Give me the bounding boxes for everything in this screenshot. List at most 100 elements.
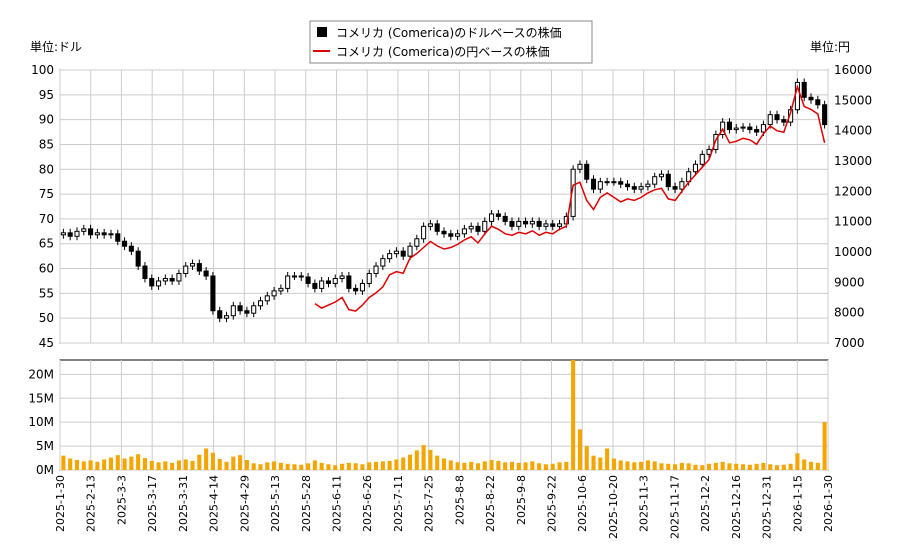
candle-body bbox=[672, 186, 678, 190]
x-tick-label: 2026-1-30 bbox=[822, 475, 835, 532]
left-tick-label: 65 bbox=[39, 237, 54, 251]
candle-body bbox=[407, 245, 413, 257]
volume-bar bbox=[278, 462, 283, 470]
volume-bar bbox=[183, 459, 188, 470]
candle-body bbox=[169, 277, 175, 282]
volume-bar bbox=[299, 464, 304, 470]
right-tick-label: 11000 bbox=[834, 215, 872, 229]
x-tick-label: 2025-4-14 bbox=[208, 475, 221, 532]
volume-bar bbox=[788, 463, 793, 470]
volume-bar bbox=[190, 460, 195, 470]
volume-bar bbox=[238, 455, 243, 470]
candle-body bbox=[353, 287, 359, 292]
volume-bar bbox=[81, 461, 86, 470]
candle-body bbox=[543, 223, 549, 227]
x-tick-label: 2025-9-8 bbox=[515, 475, 528, 525]
candle-body bbox=[652, 176, 658, 185]
volume-bar bbox=[142, 458, 147, 470]
volume-bar bbox=[564, 461, 569, 470]
candle-body bbox=[94, 232, 100, 236]
candle-body bbox=[509, 220, 515, 227]
candle-body bbox=[679, 181, 685, 190]
volume-bar bbox=[611, 458, 616, 470]
candle-body bbox=[550, 223, 556, 227]
candle-body bbox=[60, 232, 66, 236]
price-left-axis: 100 95 90 85 80 75 70 65 60 55 50 45 bbox=[31, 63, 54, 350]
volume-bar bbox=[713, 462, 718, 470]
volume-bar bbox=[754, 463, 759, 470]
candle-body bbox=[156, 280, 162, 287]
legend-usd-marker bbox=[317, 27, 327, 37]
candle-body bbox=[665, 173, 671, 188]
x-tick-label: 2025-8-8 bbox=[453, 475, 466, 525]
volume-bar bbox=[598, 457, 603, 470]
volume-bar bbox=[251, 463, 256, 470]
volume-bar bbox=[163, 461, 168, 470]
candle-body bbox=[108, 233, 114, 236]
right-tick-label: 12000 bbox=[834, 184, 872, 198]
volume-bar bbox=[319, 462, 324, 470]
volume-bar bbox=[489, 459, 494, 470]
candle-body bbox=[699, 153, 705, 165]
x-tick-label: 2025-6-11 bbox=[330, 475, 343, 532]
candle-body bbox=[176, 273, 182, 282]
volume-bar bbox=[679, 462, 684, 470]
left-tick-label: 60 bbox=[39, 262, 54, 276]
volume-bar bbox=[645, 460, 650, 470]
volume-grid bbox=[59, 360, 829, 471]
volume-bars bbox=[61, 360, 827, 470]
volume-bar bbox=[700, 465, 705, 470]
candle-body bbox=[251, 305, 257, 314]
candle-body bbox=[448, 233, 454, 237]
volume-bar bbox=[720, 461, 725, 470]
x-tick-label: 2025-6-26 bbox=[361, 475, 374, 532]
candle-body bbox=[801, 81, 807, 98]
volume-bar bbox=[156, 462, 161, 470]
candle-body bbox=[726, 121, 732, 131]
candle-body bbox=[319, 280, 325, 289]
volume-bar bbox=[61, 455, 66, 470]
volume-bar bbox=[387, 460, 392, 470]
right-tick-label: 8000 bbox=[834, 306, 865, 320]
candle-body bbox=[271, 290, 277, 297]
candle-body bbox=[536, 220, 542, 227]
candle-body bbox=[611, 181, 617, 184]
volume-bar bbox=[462, 462, 467, 470]
right-tick-label: 13000 bbox=[834, 154, 872, 168]
left-tick-label: 70 bbox=[39, 212, 54, 226]
volume-bar bbox=[550, 463, 555, 470]
volume-bar bbox=[530, 461, 535, 470]
candle-body bbox=[196, 263, 202, 272]
volume-bar bbox=[285, 463, 290, 470]
candle-body bbox=[529, 220, 535, 225]
candle-body bbox=[421, 225, 427, 240]
legend-usd-label: コメリカ (Comerica)のドルベースの株価 bbox=[336, 25, 562, 40]
volume-bar bbox=[666, 463, 671, 470]
candle-body bbox=[461, 228, 467, 235]
volume-bar bbox=[496, 460, 501, 470]
candle-body bbox=[332, 277, 338, 284]
volume-bar bbox=[774, 465, 780, 470]
candle-body bbox=[359, 282, 365, 292]
volume-bar bbox=[693, 464, 698, 470]
volume-bar bbox=[231, 456, 236, 470]
volume-bar bbox=[659, 463, 664, 470]
volume-bar bbox=[108, 457, 114, 470]
x-tick-label: 2025-1-30 bbox=[54, 475, 67, 532]
candle-body bbox=[604, 181, 610, 184]
volume-bar bbox=[380, 461, 385, 470]
volume-bar bbox=[326, 464, 331, 470]
candle-body bbox=[122, 240, 128, 247]
volume-axis: 20M 15M 10M 5M 0M bbox=[28, 367, 54, 477]
candle-body bbox=[325, 280, 331, 284]
x-tick-label: 2025-7-11 bbox=[392, 475, 405, 532]
volume-bar bbox=[88, 460, 93, 470]
candle-body bbox=[495, 213, 501, 217]
volume-bar bbox=[768, 464, 773, 470]
candle-body bbox=[427, 223, 433, 227]
volume-bar bbox=[516, 462, 521, 470]
volume-bar bbox=[435, 455, 440, 470]
volume-bar bbox=[441, 458, 447, 470]
volume-bar bbox=[475, 463, 481, 470]
